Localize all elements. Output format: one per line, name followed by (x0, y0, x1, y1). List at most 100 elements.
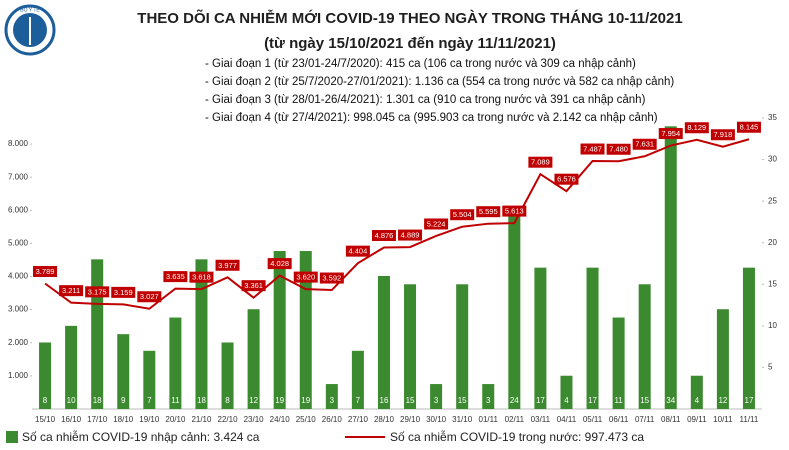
x-tick-label: 10/11 (713, 415, 733, 424)
bar-value-label: 17 (536, 396, 545, 405)
bar-value-label: 17 (745, 396, 754, 405)
line-value-label: 3.620 (296, 273, 315, 282)
line-label-box (59, 285, 84, 297)
bar-value-label: 7 (147, 396, 152, 405)
bar-value-label: 15 (406, 396, 415, 405)
line-label-box (267, 258, 292, 270)
bar-value-label: 8 (43, 396, 48, 405)
line-value-label: 7.487 (583, 145, 602, 154)
bar (456, 284, 469, 409)
x-tick-label: 26/10 (322, 415, 343, 424)
line-value-label: 5.504 (453, 210, 472, 219)
line-label-box (424, 218, 449, 230)
line-value-label: 4.889 (401, 231, 420, 240)
line-label-box (684, 122, 709, 134)
bar-value-label: 12 (718, 396, 727, 405)
y-tick-label: 3.000 (8, 305, 29, 314)
line-value-label: 4.404 (349, 247, 368, 256)
line-value-label: 3.635 (166, 272, 185, 281)
bar (195, 259, 208, 409)
logo: BỘ Y TẾ (4, 4, 56, 56)
bar-value-label: 19 (275, 396, 284, 405)
x-tick-label: 18/10 (113, 415, 134, 424)
line-label-box (528, 156, 553, 168)
bar-value-label: 10 (67, 396, 76, 405)
x-tick-label: 31/10 (452, 415, 473, 424)
bar (65, 325, 78, 409)
bar (221, 342, 234, 409)
x-tick-label: 25/10 (296, 415, 317, 424)
bar-value-label: 24 (510, 396, 519, 405)
line-value-label: 3.027 (140, 292, 159, 301)
annotation: - Giai đoạn 4 (từ 27/4/2021): 998.045 ca… (205, 112, 658, 124)
y-tick-label: 6.000 (8, 205, 29, 214)
line-label-box (189, 271, 214, 283)
x-tick-label: 20/10 (165, 415, 186, 424)
x-tick-label: 02/11 (505, 415, 525, 424)
y2-tick-label: 30 (768, 155, 777, 164)
bar-value-label: 3 (434, 396, 439, 405)
line-label-box (241, 280, 266, 292)
legend-label: Số ca nhiễm COVID-19 trong nước: 997.473… (390, 429, 644, 444)
y2-tick-label: 25 (768, 196, 777, 205)
x-tick-label: 07/11 (635, 415, 655, 424)
bar (742, 267, 755, 409)
chart-subtitle: (từ ngày 15/10/2021 đến ngày 11/11/2021) (264, 35, 556, 52)
legend-label: Số ca nhiễm COVID-19 nhập cảnh: 3.424 ca (22, 429, 260, 444)
bar (39, 342, 52, 409)
x-tick-label: 24/10 (270, 415, 291, 424)
bar (169, 317, 182, 409)
bar (299, 251, 312, 409)
line-label-box (319, 272, 344, 284)
bar-value-label: 9 (121, 396, 126, 405)
y2-tick-label: 15 (768, 279, 777, 288)
y-tick-label: 7.000 (8, 172, 29, 181)
line-value-label: 4.028 (270, 259, 289, 268)
logo-text: BỘ Y TẾ (20, 6, 40, 13)
x-tick-label: 29/10 (400, 415, 421, 424)
bar (482, 384, 495, 409)
bar (377, 275, 390, 409)
bar-value-label: 34 (666, 396, 675, 405)
x-tick-label: 30/10 (426, 415, 447, 424)
line-label-box (371, 230, 396, 242)
line (44, 138, 750, 310)
line-value-label: 8.129 (687, 123, 706, 132)
annotation: - Giai đoạn 3 (từ 28/01-26/4/2021): 1.30… (205, 94, 646, 106)
bar (586, 267, 599, 409)
bar (404, 284, 417, 409)
bar (247, 309, 260, 409)
y-tick-label: 4.000 (8, 272, 29, 281)
line-label-box (736, 121, 761, 133)
line-label-box (293, 271, 318, 283)
line-value-label: 7.480 (609, 145, 628, 154)
bar (690, 375, 703, 409)
line-label-box (450, 209, 475, 221)
y2-tick-label: 20 (768, 238, 777, 247)
line-value-label: 3.618 (192, 273, 211, 282)
chart-title: THEO DÕI CA NHIỄM MỚI COVID-19 THEO NGÀY… (137, 9, 682, 27)
y-tick-label: 8.000 (8, 139, 29, 148)
bar (351, 350, 364, 409)
line-label-box (345, 245, 370, 257)
line-value-label: 3.789 (36, 267, 55, 276)
bar-value-label: 3 (486, 396, 491, 405)
line-label-box (606, 143, 631, 155)
x-tick-label: 04/11 (557, 415, 577, 424)
line-label-box (111, 286, 136, 298)
line-label-box (215, 259, 240, 271)
y2-tick-label: 10 (768, 321, 777, 330)
x-tick-label: 01/11 (479, 415, 499, 424)
line-value-label: 3.361 (244, 281, 263, 290)
bar (117, 334, 130, 409)
line-value-label: 8.145 (740, 123, 759, 132)
bar-value-label: 15 (458, 396, 467, 405)
bar-value-label: 15 (640, 396, 649, 405)
line-value-label: 5.595 (479, 207, 498, 216)
x-tick-label: 23/10 (244, 415, 265, 424)
y2-tick-label: 35 (768, 113, 777, 122)
legend-swatch (6, 431, 18, 443)
bar (91, 259, 104, 409)
x-tick-label: 08/11 (661, 415, 681, 424)
